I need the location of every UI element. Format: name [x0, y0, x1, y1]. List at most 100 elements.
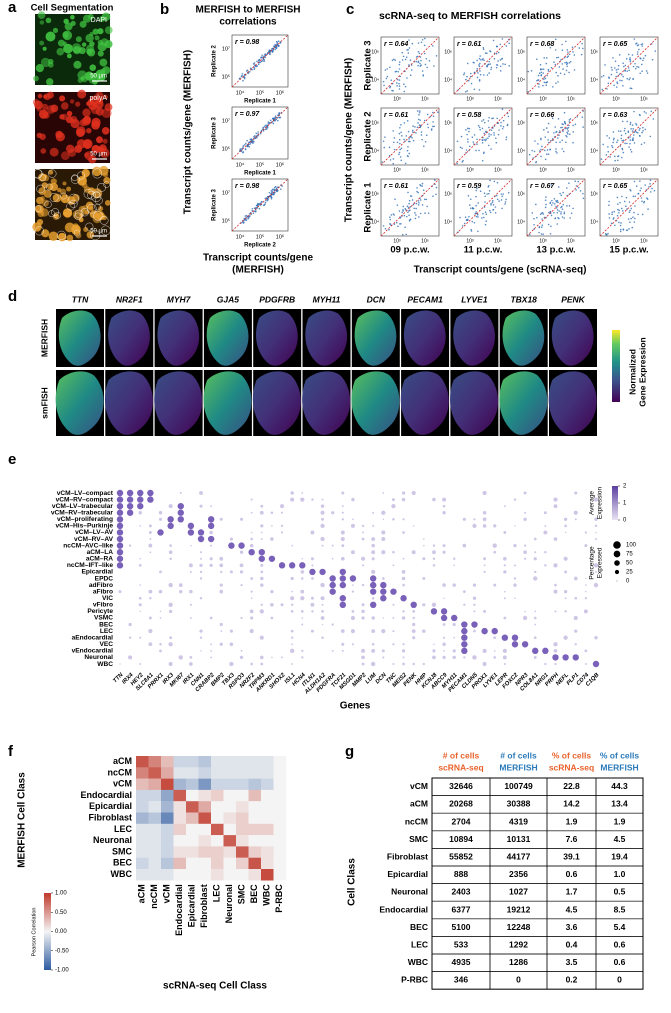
r-value: r = 0.65 [603, 41, 627, 48]
dot-texture [553, 504, 558, 509]
table-header: scRNA-seq [438, 762, 483, 772]
dot-texture [210, 643, 213, 646]
dot-texture [473, 603, 476, 607]
scatter-texture [556, 211, 559, 214]
scatter-texture [483, 59, 485, 62]
scatter-texture [582, 126, 584, 128]
scatter-texture [465, 129, 467, 131]
dot-texture [553, 642, 558, 647]
scatter-texture [608, 204, 610, 206]
scatter-texture [420, 41, 423, 44]
scatter-texture [653, 189, 656, 192]
dot-texture [371, 648, 376, 653]
dot-texture [574, 596, 578, 600]
dot-texture [371, 557, 375, 561]
dot-texture [189, 617, 192, 619]
tissue-section [551, 310, 594, 366]
dot-texture [220, 570, 223, 574]
scatter-texture [565, 40, 567, 43]
heatmap-cell [211, 835, 224, 847]
x-tick-label: 10³ [466, 96, 474, 102]
scatter-texture [555, 207, 558, 209]
scatter-texture [619, 201, 621, 204]
cell-texture [102, 138, 108, 144]
dot-texture [381, 550, 386, 555]
dot-texture [381, 649, 385, 653]
dot-texture [199, 504, 203, 508]
x-tick-label: 10⁴ [236, 233, 245, 240]
scatter-texture [475, 195, 477, 198]
scatter-texture [556, 209, 559, 211]
heatmap-cell [186, 756, 199, 768]
scatter-texture [628, 201, 631, 203]
tissue-section [302, 371, 351, 435]
scatter-texture [432, 111, 434, 114]
tissue-section [252, 371, 301, 435]
scatter-texture [501, 108, 504, 111]
dot-texture [563, 589, 568, 594]
scatter-texture [396, 204, 399, 206]
cell-texture [101, 127, 110, 135]
scatter-texture [484, 195, 487, 198]
scatter-texture [542, 84, 544, 87]
marker-dot [116, 496, 124, 503]
dot-texture [524, 610, 526, 613]
scatter-texture [633, 110, 635, 113]
table-value: 1.7 [566, 887, 578, 897]
scatter-texture [508, 42, 510, 45]
table-value: 13.4 [611, 799, 628, 809]
scatter-texture [484, 211, 487, 214]
scatter-texture [408, 202, 410, 205]
marker-dot [461, 634, 468, 641]
scatter-texture [486, 193, 488, 195]
heatmap-cell [223, 801, 237, 813]
row-label: vCM–His–Purkinje [55, 523, 113, 530]
scatter-texture [467, 79, 470, 82]
scatter-texture [552, 202, 554, 204]
scatter-texture [562, 203, 564, 206]
dot-texture [392, 643, 395, 646]
scatter-texture [464, 90, 467, 93]
marker-dot [501, 634, 509, 641]
scatter-texture [565, 187, 568, 189]
scatter-texture [647, 208, 649, 210]
dot-texture [402, 583, 405, 587]
scatter-texture [618, 54, 621, 56]
scatter-texture [615, 69, 618, 71]
scatter-texture [507, 115, 510, 118]
dot-texture [573, 576, 578, 581]
scatter-texture [537, 143, 539, 145]
dot-texture [361, 609, 365, 614]
marker-dot [451, 614, 458, 622]
colorbar [612, 486, 618, 520]
scatter-texture [539, 64, 542, 66]
y-tick-label: 10⁴ [590, 219, 598, 225]
scatter-texture [400, 159, 403, 162]
scatter-texture [556, 201, 558, 203]
scatter-texture [560, 213, 562, 215]
dot-texture [442, 497, 447, 502]
heatmap-cell [198, 846, 212, 858]
colorbar-tick-label: 0 [623, 518, 627, 524]
dot-texture [341, 544, 345, 548]
scatter-texture [600, 158, 603, 160]
scatter-texture [614, 224, 616, 227]
scatter-texture [258, 207, 261, 210]
marker-dot [126, 502, 134, 510]
segmentation-outline [71, 174, 78, 182]
dot-texture [462, 517, 466, 521]
dot-texture [523, 491, 527, 495]
dot-texture [250, 590, 253, 593]
gene-label: GJA5 [217, 294, 239, 304]
x-tick-label: 10³ [539, 167, 547, 173]
marker-dot [369, 588, 377, 595]
dot-texture [483, 557, 487, 561]
scatter-texture [561, 49, 564, 51]
heatmap-cell [136, 823, 149, 836]
heatmap-cell [236, 756, 249, 768]
scatter-texture [612, 57, 614, 59]
scatter-texture [546, 149, 549, 151]
dot-texture [199, 629, 203, 633]
marker-dot [430, 608, 438, 615]
dot-texture [128, 622, 132, 627]
